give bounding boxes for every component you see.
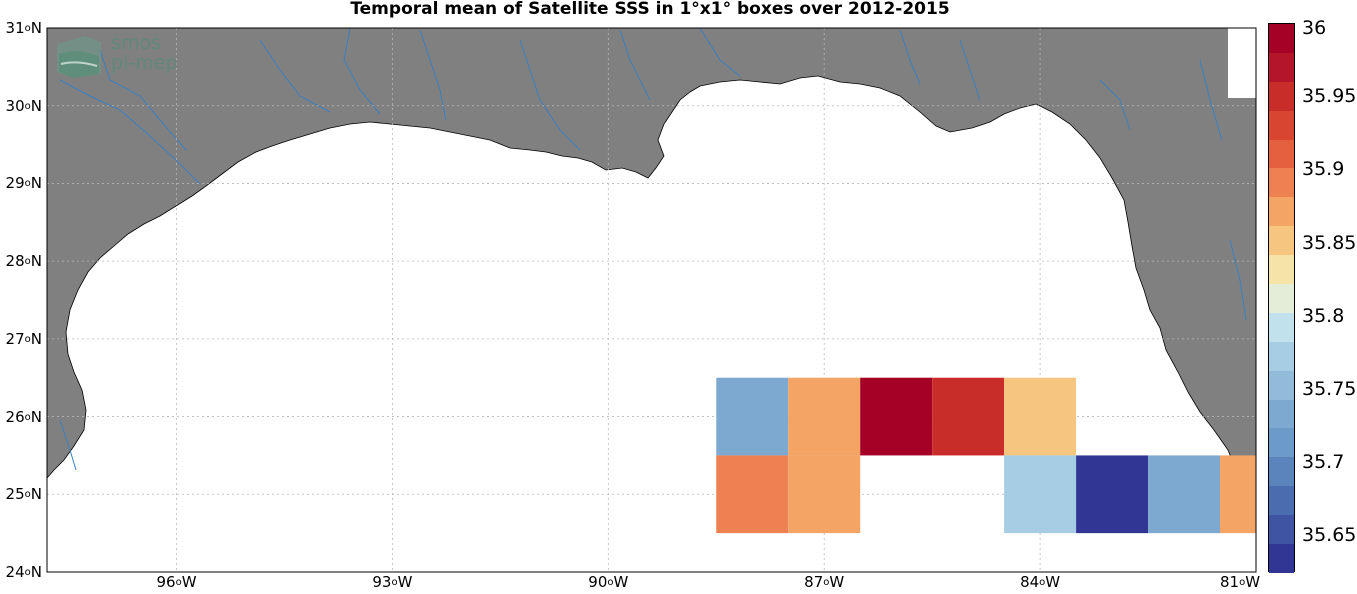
colorbar-swatch	[1269, 399, 1294, 429]
sss-cell	[1148, 455, 1221, 534]
sss-cell	[716, 377, 789, 456]
colorbar-swatch	[1269, 457, 1294, 487]
sss-cell	[1004, 455, 1077, 534]
longitude-tick-label: 81oW	[1219, 573, 1261, 591]
smos-pimep-logo: smos pi-mep	[55, 32, 195, 80]
colorbar-swatch	[1269, 52, 1294, 82]
sss-cells	[716, 377, 1256, 534]
colorbar-swatch	[1269, 226, 1294, 256]
latitude-tick-label: 31oN	[5, 19, 42, 37]
map-title: Temporal mean of Satellite SSS in 1°x1° …	[350, 0, 950, 19]
latitude-tick-label: 27oN	[5, 329, 42, 348]
sss-cell	[788, 377, 861, 456]
sss-cell	[1220, 455, 1256, 534]
latitude-tick-label: 30oN	[5, 96, 42, 115]
colorbar-swatch	[1269, 486, 1294, 516]
colorbar-swatch	[1269, 81, 1294, 111]
colorbar-swatch	[1269, 515, 1294, 545]
colorbar-swatch	[1269, 168, 1294, 198]
rivers	[59, 27, 1247, 471]
colorbar-swatch	[1269, 312, 1294, 342]
colorbar-swatch	[1269, 197, 1294, 227]
colorbar-tick-label: 36	[1302, 17, 1327, 39]
longitude-tick-label: 96oW	[156, 573, 197, 591]
colorbar-swatch	[1269, 428, 1294, 458]
longitude-tick-label: 87oW	[804, 573, 845, 591]
colorbar-swatch	[1269, 370, 1294, 400]
longitude-tick-label: 90oW	[588, 573, 629, 591]
colorbar	[1268, 23, 1295, 573]
logo-text-pimep: pi-mep	[111, 52, 178, 74]
sss-cell	[788, 455, 861, 534]
colorbar-tick-label: 35.9	[1302, 158, 1345, 181]
colorbar-swatch	[1269, 139, 1294, 169]
sss-cell	[860, 377, 933, 456]
latitude-tick-label: 28oN	[5, 252, 42, 271]
atlantic-strip	[1228, 28, 1256, 98]
longitude-tick-label: 93oW	[372, 573, 413, 591]
colorbar-tick-label: 35.8	[1302, 304, 1345, 327]
colorbar-tick-label: 35.7	[1302, 451, 1345, 474]
colorbar-swatch	[1269, 341, 1294, 371]
colorbar-swatch	[1269, 284, 1294, 313]
map-frame	[46, 27, 1257, 573]
sss-cell	[1004, 377, 1077, 456]
latitude-tick-label: 24oN	[5, 563, 42, 581]
colorbar-swatch	[1269, 110, 1294, 140]
colorbar-tick-label: 35.65	[1302, 524, 1357, 547]
colorbar-swatch	[1269, 255, 1294, 285]
colorbar-swatch	[1269, 24, 1294, 53]
latitude-tick-label: 26oN	[5, 407, 42, 426]
colorbar-tick-label: 35.95	[1302, 85, 1357, 108]
sss-cell	[932, 377, 1005, 456]
longitude-tick-label: 84oW	[1020, 573, 1061, 591]
land-mass	[46, 27, 1257, 493]
logo-text-smos: smos	[111, 32, 161, 54]
colorbar-tick-label: 35.85	[1302, 231, 1357, 254]
latitude-tick-label: 29oN	[5, 174, 42, 193]
colorbar-swatch	[1269, 544, 1294, 573]
sss-cell	[716, 455, 789, 534]
colorbar-tick-label: 35.75	[1302, 378, 1357, 400]
logo-mark-icon	[57, 36, 101, 78]
sss-cell	[1076, 455, 1149, 534]
graticule	[47, 28, 1256, 572]
latitude-tick-label: 25oN	[5, 485, 42, 504]
